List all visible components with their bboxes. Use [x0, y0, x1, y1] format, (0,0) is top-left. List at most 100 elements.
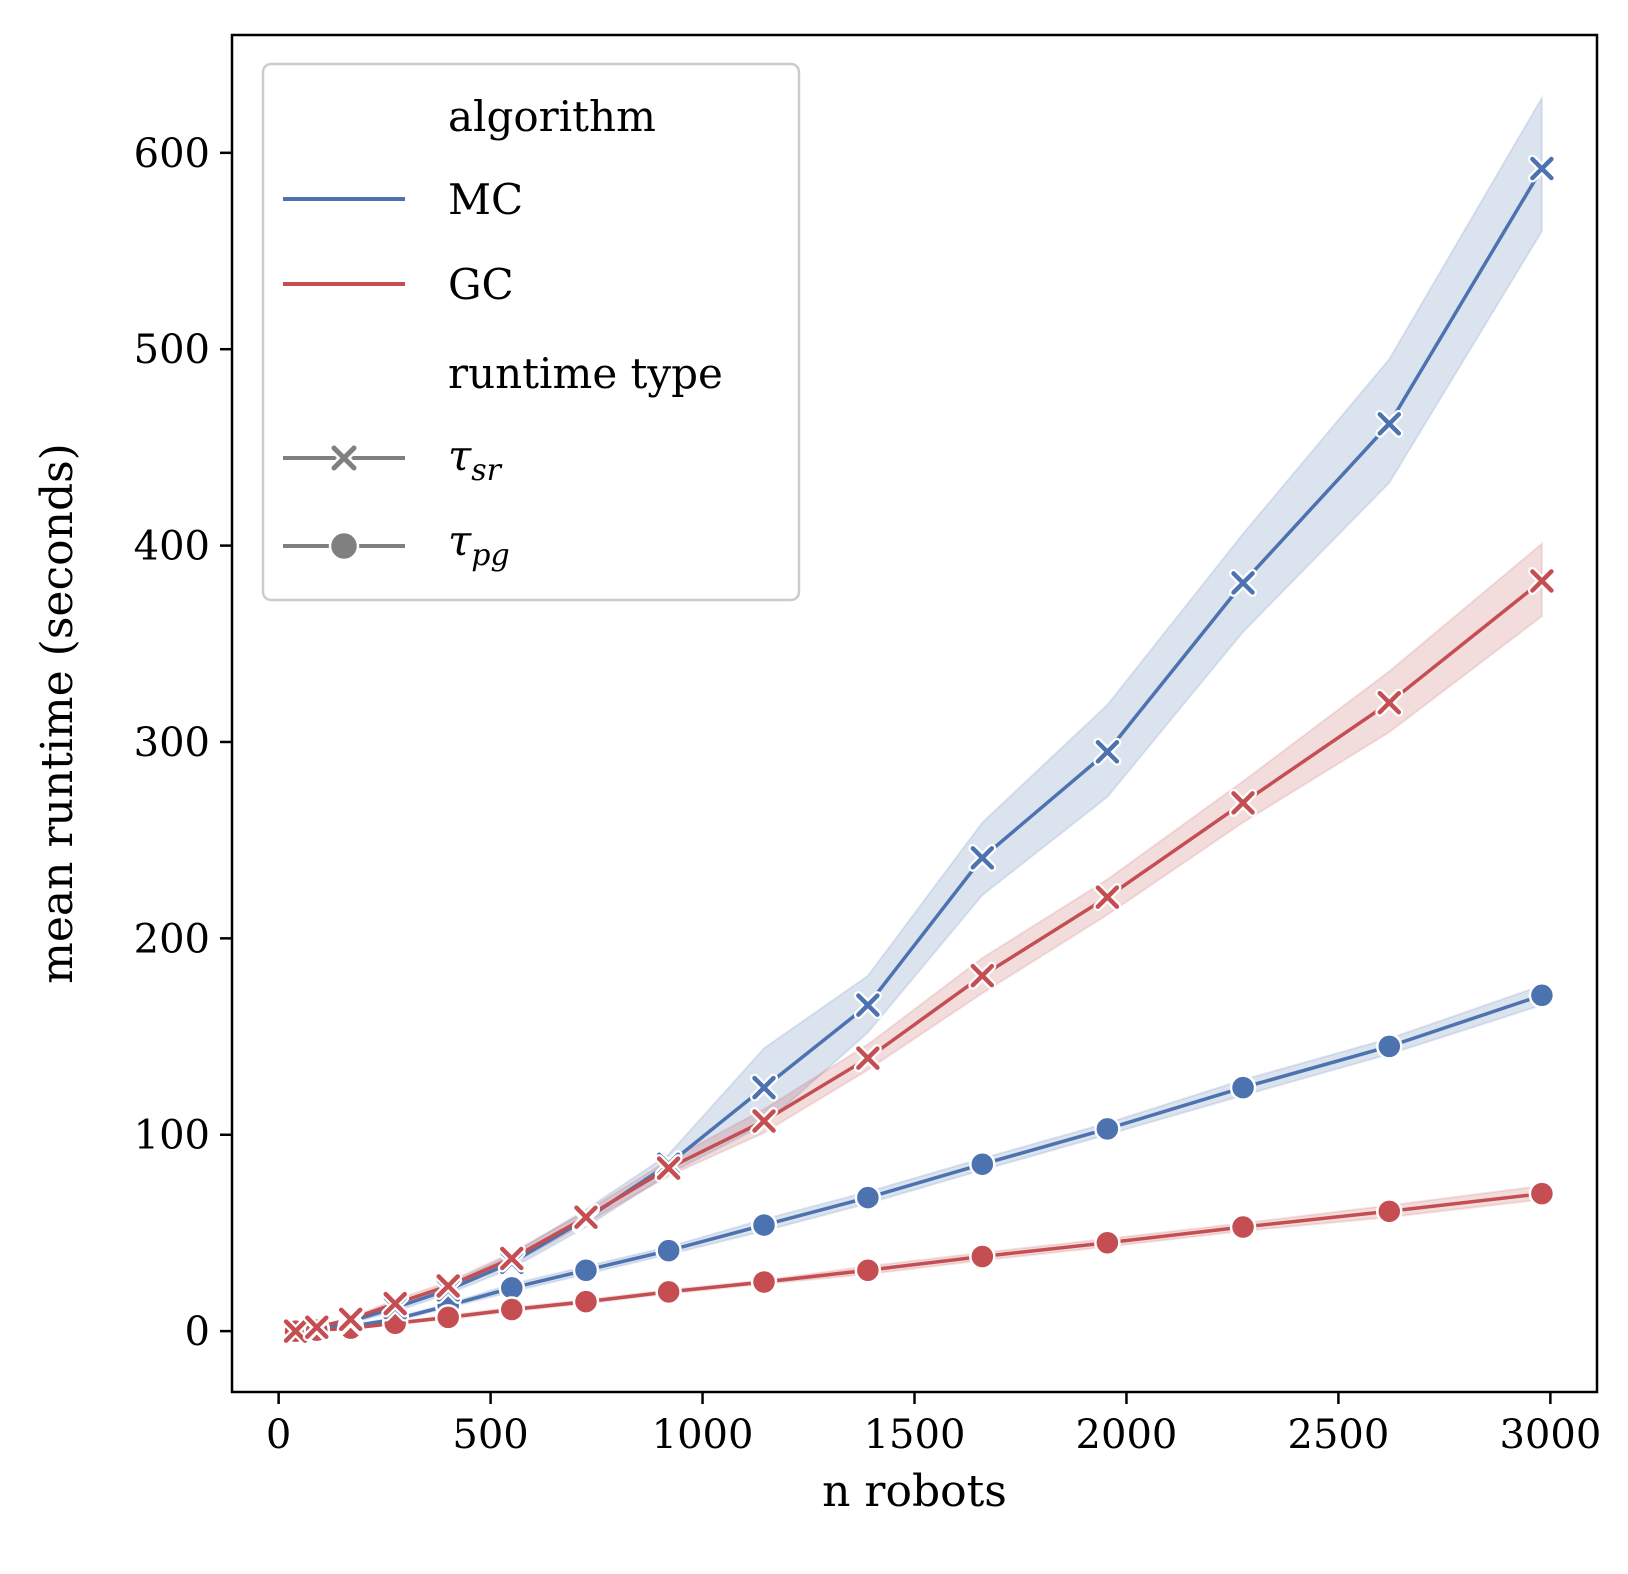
marker-gc-pg: [572, 1288, 600, 1315]
legend-sr-glyph: [283, 443, 405, 473]
y-tick-label: 100: [134, 1113, 210, 1159]
x-tick-label: 2500: [1288, 1412, 1390, 1458]
legend-tau-pg-label: τpg: [448, 516, 510, 573]
y-tick-label: 500: [134, 327, 210, 373]
legend-tau-pg-subscript: pg: [471, 538, 509, 573]
marker-mc-pg: [1376, 1033, 1403, 1060]
marker-mc-sr: [750, 1073, 779, 1102]
legend-mc-label: MC: [448, 175, 523, 224]
marker-cross: [283, 1319, 308, 1343]
marker-cross: [856, 1046, 880, 1070]
marker-mc-pg: [655, 1237, 682, 1264]
marker-cross: [500, 1246, 524, 1271]
marker-gc-pg: [750, 1268, 778, 1296]
x-axis-ticks: 0 500 1000 1500 2000 2500 3000: [266, 1392, 1601, 1458]
marker-gc-pg: [854, 1256, 882, 1284]
marker-gc-pg: [1528, 1180, 1556, 1207]
marker-mc-sr: [1375, 409, 1404, 438]
marker-gc-pg: [655, 1278, 682, 1306]
marker-gc-sr: [968, 961, 997, 990]
legend-box: [261, 62, 801, 602]
marker-gc-sr: [302, 1313, 331, 1342]
legend-sr-marker: [331, 445, 357, 471]
x-tick-label: 0: [266, 1412, 291, 1458]
marker-mc-sr: [1093, 737, 1122, 766]
legend-pg-marker: [328, 530, 360, 562]
marker-gc-pg: [1229, 1213, 1257, 1241]
legend-tau-sr-subscript: sr: [471, 453, 502, 488]
marker-gc-pg: [1376, 1198, 1403, 1225]
legend-runtime-title: runtime type: [448, 349, 723, 398]
marker-cross: [1377, 412, 1402, 436]
marker-mc-sr: [1229, 568, 1258, 597]
marker-cross: [656, 1156, 681, 1180]
x-tick-label: 3000: [1499, 1412, 1601, 1458]
y-tick-label: 200: [134, 916, 210, 962]
marker-gc-sr: [1093, 883, 1122, 912]
marker-gc-pg: [434, 1304, 462, 1331]
marker-cross: [1095, 740, 1120, 764]
y-tick-label: 400: [134, 524, 210, 570]
y-axis-ticks: 0 100 200 300 400 500 600: [134, 131, 232, 1355]
marker-mc-pg: [572, 1256, 600, 1284]
marker-gc-sr: [853, 1044, 882, 1073]
marker-mc-sr: [1527, 154, 1556, 183]
marker-mc-pg: [750, 1211, 778, 1239]
x-axis-label: n robots: [822, 1466, 1007, 1517]
marker-gc-sr: [434, 1271, 463, 1300]
marker-cross: [436, 1274, 460, 1298]
legend-tau-pg-symbol: τ: [448, 516, 472, 565]
marker-cross: [383, 1291, 407, 1316]
marker-cross: [305, 1315, 329, 1339]
marker-cross: [1231, 791, 1255, 815]
marker-gc-sr: [750, 1106, 779, 1135]
legend-gc-label: GC: [448, 260, 514, 309]
marker-cross: [752, 1109, 776, 1133]
marker-gc-sr: [336, 1305, 365, 1334]
marker-gc-sr: [1527, 566, 1556, 595]
marker-cross: [970, 846, 995, 870]
marker-mc-pg: [854, 1184, 882, 1211]
marker-cross: [856, 993, 880, 1017]
marker-cross: [1530, 156, 1554, 181]
legend-pg-glyph: [283, 530, 405, 562]
marker-cross: [574, 1205, 598, 1229]
marker-gc-pg: [969, 1243, 996, 1270]
series-markers: [281, 154, 1556, 1346]
marker-mc-sr: [968, 843, 997, 872]
marker-gc-sr: [281, 1317, 310, 1346]
marker-gc-sr: [497, 1244, 526, 1273]
legend: algorithm MC GC runtime type τsr τpg: [261, 62, 801, 602]
marker-gc-sr: [381, 1289, 410, 1318]
y-axis-label: mean runtime (seconds): [32, 443, 83, 984]
marker-cross: [1377, 690, 1402, 715]
y-tick-label: 300: [134, 720, 210, 766]
marker-gc-sr: [571, 1203, 600, 1232]
marker-mc-pg: [1094, 1115, 1121, 1143]
marker-mc-pg: [969, 1150, 996, 1178]
x-tick-label: 1500: [864, 1412, 966, 1458]
marker-gc-sr: [654, 1154, 683, 1183]
marker-cross: [338, 1307, 363, 1332]
marker-cross: [1530, 569, 1554, 593]
marker-cross: [752, 1075, 776, 1100]
marker-cross: [1095, 885, 1120, 909]
y-tick-label: 0: [185, 1309, 210, 1355]
x-tick-label: 1000: [652, 1412, 754, 1458]
x-tick-label: 2000: [1076, 1412, 1178, 1458]
marker-gc-sr: [1229, 788, 1258, 817]
marker-mc-sr: [853, 991, 882, 1020]
legend-tau-sr-symbol: τ: [448, 431, 472, 480]
marker-mc-pg: [1229, 1074, 1257, 1101]
marker-cross: [1231, 571, 1255, 595]
legend-tau-sr-label: τsr: [448, 431, 503, 488]
marker-gc-pg: [1094, 1229, 1121, 1256]
y-tick-label: 600: [134, 131, 210, 177]
marker-gc-sr: [1375, 688, 1404, 717]
marker-gc-pg: [498, 1296, 526, 1323]
x-tick-label: 500: [452, 1412, 528, 1458]
legend-algorithm-title: algorithm: [448, 92, 656, 141]
marker-mc-pg: [1528, 982, 1556, 1009]
